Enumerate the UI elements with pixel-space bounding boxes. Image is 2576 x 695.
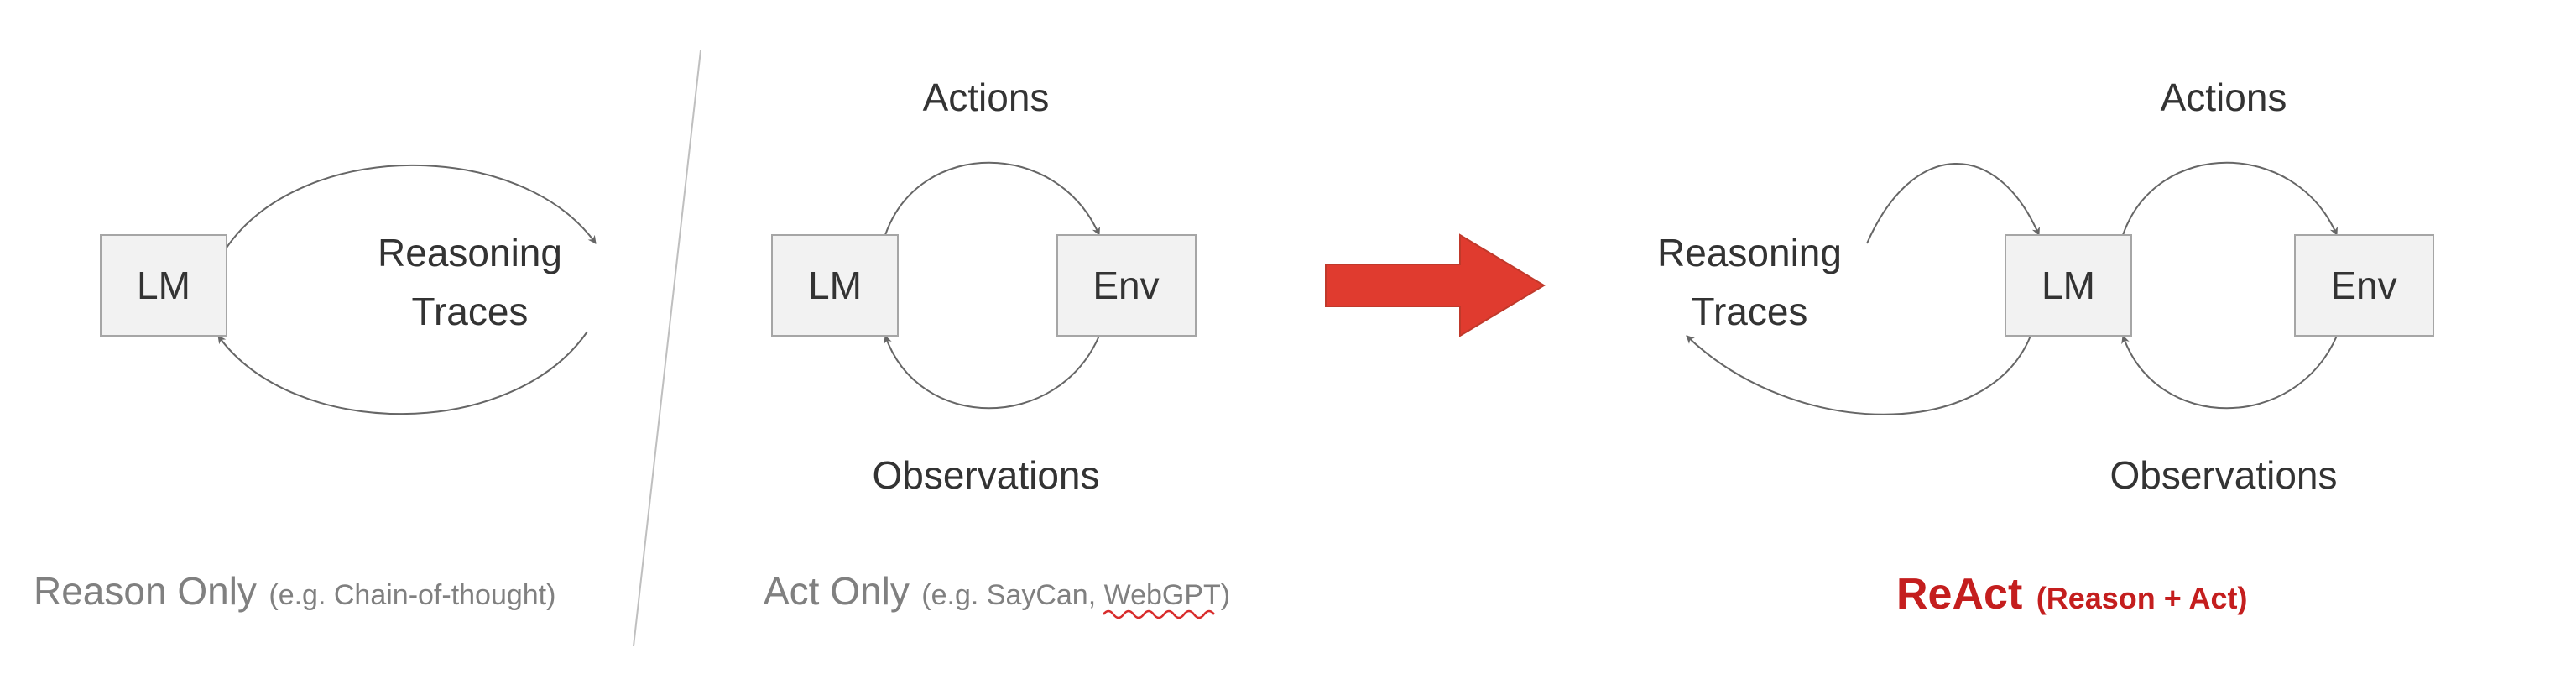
caption-react: ReAct (Reason + Act) — [1896, 570, 2247, 619]
reasoning-traces-react-2: Traces — [1692, 290, 1808, 333]
observations-label-react: Observations — [2109, 453, 2337, 497]
caption-reason-only: Reason Only (e.g. Chain-of-thought) — [34, 569, 555, 613]
actions-label-act: Actions — [923, 76, 1050, 119]
divider-line — [634, 50, 701, 646]
panel-reason-only: LM Reasoning Traces Reason Only (e.g. Ch… — [34, 165, 596, 613]
env-node-react-label: Env — [2330, 264, 2396, 307]
panel-react: Actions Reasoning Traces LM Env Observat… — [1657, 76, 2433, 619]
reasoning-traces-react-1: Reasoning — [1657, 231, 1842, 274]
caption-act-only: Act Only (e.g. SayCan, WebGPT) — [764, 569, 1230, 613]
diagram-canvas: LM Reasoning Traces Reason Only (e.g. Ch… — [0, 0, 2576, 695]
panel-act-only: Actions LM Env Observations Act Only (e.… — [764, 76, 1230, 618]
lm-node-react-label: LM — [2042, 264, 2095, 307]
arc-act-top — [885, 163, 1099, 235]
reasoning-traces-label-2: Traces — [412, 290, 529, 333]
reasoning-traces-label-1: Reasoning — [378, 231, 562, 274]
lm-node-label: LM — [137, 264, 190, 307]
observations-label-act: Observations — [872, 453, 1099, 497]
arc-react-top-left — [1867, 164, 2039, 243]
arc-react-top-right — [2123, 163, 2337, 235]
env-node-act-label: Env — [1092, 264, 1159, 307]
big-red-arrow — [1326, 235, 1544, 336]
actions-label-react: Actions — [2161, 76, 2287, 119]
arc-react-bottom-right — [2123, 336, 2337, 408]
arc-reason-bottom — [218, 332, 587, 414]
arc-react-bottom-left — [1687, 336, 2031, 415]
lm-node-act-label: LM — [808, 264, 862, 307]
arc-act-bottom — [885, 336, 1099, 408]
spellcheck-squiggle — [1103, 611, 1214, 618]
